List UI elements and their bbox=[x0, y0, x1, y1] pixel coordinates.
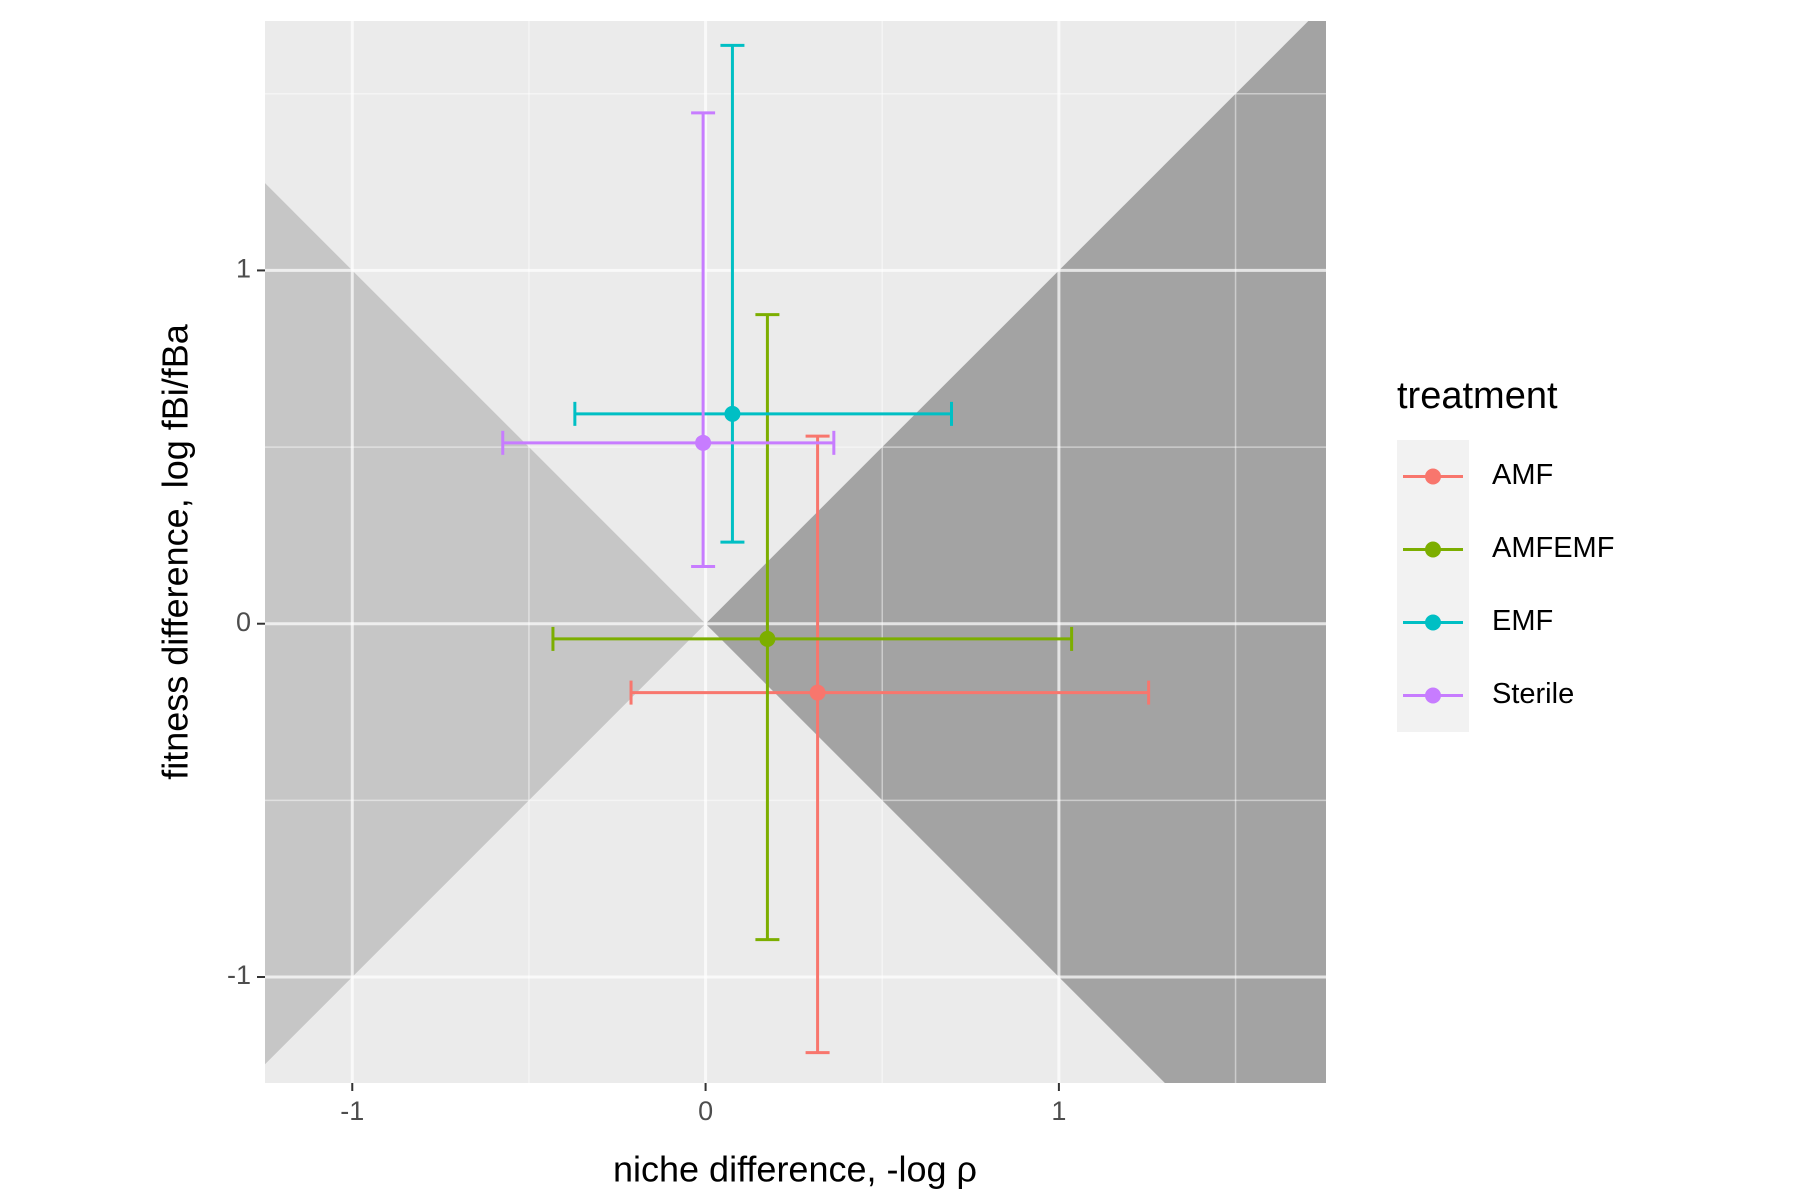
legend-label: EMF bbox=[1492, 605, 1553, 637]
x-axis-title: niche difference, -log ρ bbox=[613, 1149, 977, 1190]
x-tick-label: 0 bbox=[698, 1096, 713, 1126]
legend-point bbox=[1425, 541, 1441, 558]
legend-point bbox=[1425, 687, 1441, 704]
legend-label: Sterile bbox=[1492, 678, 1574, 710]
legend-title: treatment bbox=[1397, 375, 1558, 417]
y-tick-label: -1 bbox=[227, 960, 251, 990]
point bbox=[724, 405, 741, 422]
y-axis-title: fitness difference, log fBi/fBa bbox=[155, 323, 196, 780]
legend-label: AMFEMF bbox=[1492, 532, 1614, 564]
legend-point bbox=[1425, 468, 1441, 485]
series-3 bbox=[501, 111, 836, 568]
x-tick-label: -1 bbox=[340, 1096, 364, 1126]
series-1 bbox=[551, 313, 1074, 942]
legend-key-background bbox=[1397, 440, 1469, 732]
point bbox=[759, 630, 776, 647]
series-0 bbox=[629, 434, 1151, 1055]
legend-point bbox=[1425, 614, 1441, 631]
y-tick-label: 1 bbox=[236, 254, 251, 284]
plot-area: -1 0 1 -1 0 1 bbox=[227, 21, 1326, 1126]
legend-label: AMF bbox=[1492, 459, 1553, 491]
point bbox=[695, 434, 712, 451]
coexistence-region bbox=[705, 21, 1326, 1083]
y-tick-label: 0 bbox=[236, 607, 251, 637]
x-tick-label: 1 bbox=[1051, 1096, 1066, 1126]
series-2 bbox=[573, 43, 953, 544]
point bbox=[809, 684, 826, 701]
